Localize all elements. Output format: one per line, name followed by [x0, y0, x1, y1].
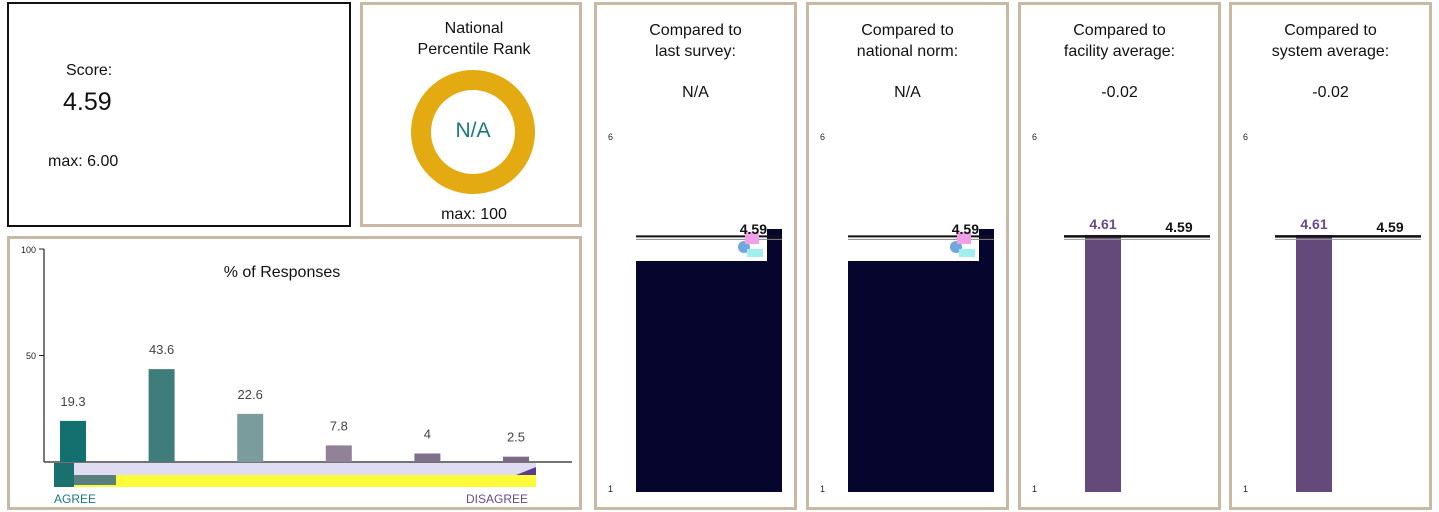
legend-strip-top	[54, 463, 536, 475]
score-max-label: max: 6.00	[48, 153, 119, 170]
marker-square	[745, 232, 759, 244]
comparison-chart: 614.59	[820, 132, 994, 494]
bar-value-label: 4.61	[1089, 216, 1116, 232]
comparison-value: N/A	[894, 84, 921, 101]
bar-value-label: 7.8	[330, 418, 348, 433]
comparison-bar	[636, 261, 782, 492]
comparison-bar	[1085, 234, 1121, 492]
axis-top-label: 6	[1243, 132, 1248, 142]
bar-value-label: 4.61	[1300, 216, 1327, 232]
comparison-bar	[1296, 234, 1332, 492]
agree-label: AGREE	[54, 492, 97, 506]
legend-left-block-2	[74, 475, 116, 485]
axis-top-label: 6	[820, 132, 825, 142]
comparison-value: -0.02	[1312, 84, 1349, 101]
axis-bottom-label: 1	[1032, 484, 1037, 494]
axis-top-label: 6	[1032, 132, 1037, 142]
percentile-donut	[411, 70, 535, 194]
response-bar	[503, 456, 529, 462]
bar-value-label: 2.5	[507, 430, 525, 445]
bar-value-label: 43.6	[149, 342, 174, 357]
y-tick-label-100: 100	[21, 245, 36, 255]
marker-square	[957, 232, 971, 244]
legend-left-block	[54, 463, 74, 487]
axis-bottom-label: 1	[608, 484, 613, 494]
comparison-value: N/A	[682, 84, 709, 101]
score-label: Score:	[66, 62, 113, 79]
comparison-bar-cap	[979, 229, 994, 263]
comparison-panel: Compared to facility average: -0.02 6 1 4.61 4…	[1018, 2, 1221, 510]
marker-block	[959, 249, 975, 257]
comparison-panel: Compared to last survey: N/A 6 1 4.59	[594, 2, 797, 510]
comparison-title: Compared to facility average:	[1063, 22, 1176, 60]
response-bar	[414, 453, 441, 462]
marker-label: 4.59	[740, 221, 767, 237]
axis-bottom-label: 1	[1243, 484, 1248, 494]
comparison-chart: 6 1 4.61 4.59	[1032, 132, 1210, 494]
response-bar	[325, 445, 352, 462]
bar-value-label: 22.6	[238, 387, 263, 402]
response-bar	[148, 369, 175, 462]
percentile-panel: National Percentile Rank N/A max: 100	[360, 2, 582, 227]
responses-title: % of Responses	[224, 264, 341, 281]
percentile-title: National Percentile Rank	[417, 20, 531, 58]
legend-strip-bottom	[54, 475, 536, 487]
axis-top-label: 6	[608, 132, 613, 142]
legend-right-wedge	[516, 467, 536, 475]
bar-value-label: 19.3	[60, 394, 85, 409]
responses-chart: % of Responses 100 50 19.3 43.6 22.6 7.8 4 2.…	[21, 245, 572, 487]
comparison-value: -0.02	[1101, 84, 1138, 101]
response-bar	[60, 420, 86, 462]
comparison-panel: Compared to national norm: N/A 6 1 4.59	[806, 2, 1009, 510]
percentile-max-label: max: 100	[441, 206, 507, 223]
comparison-bar-cap	[767, 229, 782, 263]
disagree-label: DISAGREE	[466, 492, 529, 506]
comparison-chart: 614.59	[608, 132, 782, 494]
responses-panel: % of Responses 100 50 19.3 43.6 22.6 7.8 4 2.…	[7, 236, 582, 510]
marker-label: 4.59	[1165, 219, 1192, 235]
bar-value-label: 4	[424, 426, 431, 441]
percentile-ring	[411, 70, 535, 194]
comparison-title: Compared to system average:	[1271, 22, 1390, 60]
score-value: 4.59	[63, 88, 112, 116]
percentile-value: N/A	[455, 119, 491, 142]
axis-bottom-label: 1	[820, 484, 825, 494]
comparison-panel: Compared to system average: -0.02 6 1 4.61 4.5…	[1229, 2, 1432, 510]
response-bar	[237, 413, 264, 462]
comparison-title: Compared to last survey:	[649, 22, 742, 60]
marker-block	[747, 249, 763, 257]
score-panel: Score: 4.59 max: 6.00	[7, 2, 351, 227]
response-bars: 19.3 43.6 22.6 7.8 4 2.5	[60, 342, 529, 462]
comparison-title: Compared to national norm:	[856, 22, 959, 60]
marker-label: 4.59	[1376, 219, 1403, 235]
comparison-bar	[848, 261, 994, 492]
marker-label: 4.59	[952, 221, 979, 237]
y-tick-label-50: 50	[26, 351, 36, 361]
comparison-chart: 6 1 4.61 4.59	[1243, 132, 1421, 494]
